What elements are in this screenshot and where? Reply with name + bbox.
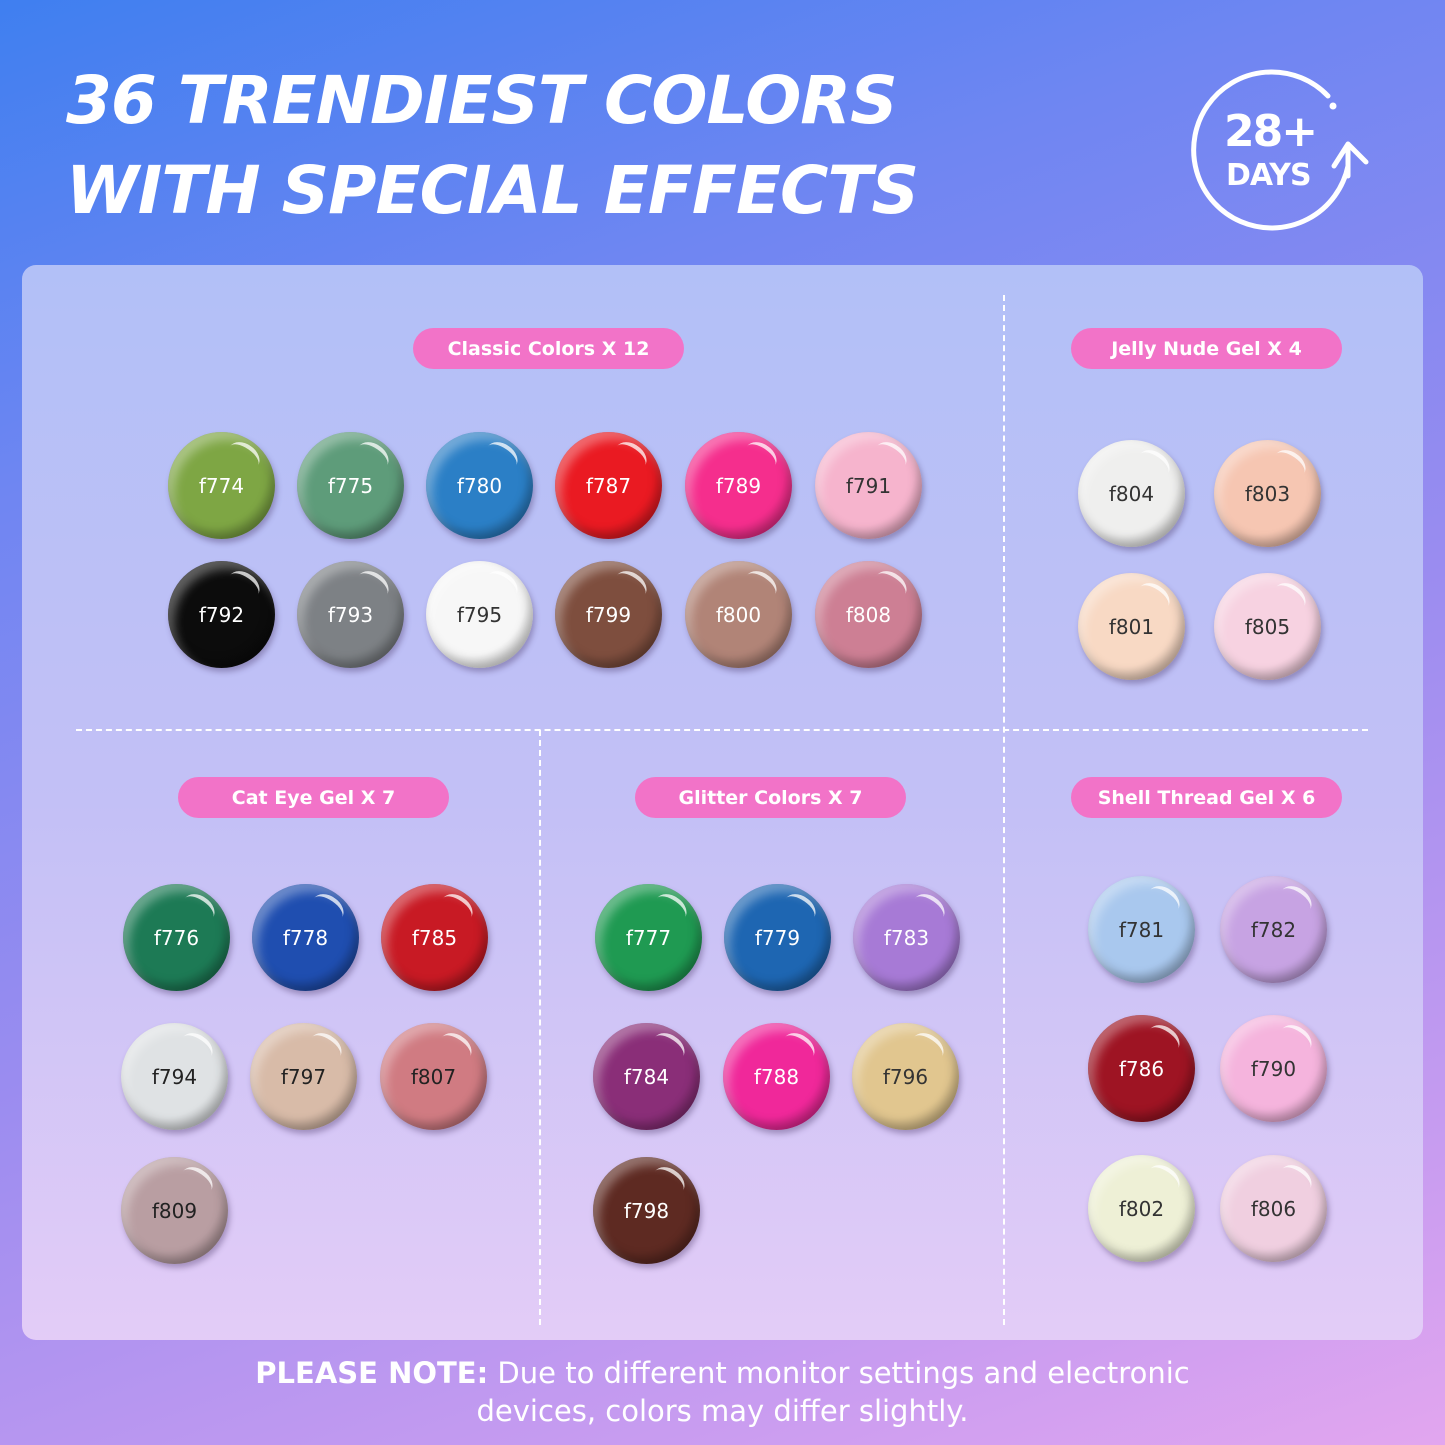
swatch-f794: f794: [121, 1023, 228, 1130]
swatch-f792: f792: [168, 561, 275, 668]
section-label-cat-eye: Cat Eye Gel X 7: [178, 777, 449, 818]
swatch-f807: f807: [380, 1023, 487, 1130]
swatch-code: f782: [1250, 917, 1297, 942]
swatch-f795: f795: [426, 561, 533, 668]
swatch-f781: f781: [1088, 876, 1195, 983]
swatch-code: f804: [1108, 481, 1155, 506]
swatch-code: f787: [585, 473, 632, 498]
swatch-code: f775: [327, 473, 374, 498]
swatch-code: f794: [151, 1064, 198, 1089]
swatch-code: f779: [754, 925, 801, 950]
swatch-f802: f802: [1088, 1155, 1195, 1262]
swatch-f788: f788: [723, 1023, 830, 1130]
swatch-code: f795: [456, 602, 503, 627]
swatch-f796: f796: [852, 1023, 959, 1130]
disclaimer-text: Due to different monitor settings and el…: [488, 1356, 1190, 1390]
swatch-f780: f780: [426, 432, 533, 539]
swatch-code: f798: [623, 1198, 670, 1223]
divider: [539, 730, 541, 1325]
swatch-code: f786: [1118, 1056, 1165, 1081]
swatch-code: f805: [1244, 614, 1291, 639]
swatch-f805: f805: [1214, 573, 1321, 680]
swatch-code: f783: [883, 925, 930, 950]
swatch-code: f784: [623, 1064, 670, 1089]
swatch-code: f792: [198, 602, 245, 627]
refresh-arrow-icon: [1191, 69, 1369, 231]
badge-unit: DAYS: [1226, 158, 1312, 193]
divider: [76, 729, 1368, 731]
swatch-f800: f800: [685, 561, 792, 668]
swatch-f778: f778: [252, 884, 359, 991]
badge-number: 28+: [1224, 106, 1318, 157]
headline-line1: 36 TRENDIEST COLORS: [66, 62, 898, 139]
swatch-f809: f809: [121, 1157, 228, 1264]
swatch-f784: f784: [593, 1023, 700, 1130]
swatch-code: f776: [153, 925, 200, 950]
swatch-f801: f801: [1078, 573, 1185, 680]
section-label-glitter: Glitter Colors X 7: [635, 777, 906, 818]
swatch-code: f796: [882, 1064, 929, 1089]
swatch-code: f808: [845, 602, 892, 627]
swatch-f785: f785: [381, 884, 488, 991]
swatch-code: f793: [327, 602, 374, 627]
swatch-code: f799: [585, 602, 632, 627]
section-label-jelly-nude: Jelly Nude Gel X 4: [1071, 328, 1342, 369]
disclaimer-label: PLEASE NOTE:: [255, 1356, 489, 1390]
swatch-code: f777: [625, 925, 672, 950]
swatch-code: f797: [280, 1064, 327, 1089]
swatch-f799: f799: [555, 561, 662, 668]
swatch-f790: f790: [1220, 1015, 1327, 1122]
disclaimer-line2: devices, colors may differ slightly.: [476, 1394, 969, 1428]
swatch-code: f801: [1108, 614, 1155, 639]
swatch-code: f809: [151, 1198, 198, 1223]
swatch-f787: f787: [555, 432, 662, 539]
swatch-f783: f783: [853, 884, 960, 991]
section-label-shell-thread: Shell Thread Gel X 6: [1071, 777, 1342, 818]
swatch-f782: f782: [1220, 876, 1327, 983]
swatch-code: f781: [1118, 917, 1165, 942]
swatch-f777: f777: [595, 884, 702, 991]
swatch-code: f778: [282, 925, 329, 950]
swatch-code: f774: [198, 473, 245, 498]
disclaimer-line1: PLEASE NOTE: Due to different monitor se…: [0, 1354, 1445, 1392]
section-label-classic: Classic Colors X 12: [413, 328, 684, 369]
swatch-f798: f798: [593, 1157, 700, 1264]
swatch-code: f803: [1244, 481, 1291, 506]
swatch-code: f800: [715, 602, 762, 627]
swatch-code: f790: [1250, 1056, 1297, 1081]
swatch-f786: f786: [1088, 1015, 1195, 1122]
divider: [1003, 295, 1005, 1325]
swatch-f779: f779: [724, 884, 831, 991]
swatch-f808: f808: [815, 561, 922, 668]
swatch-f776: f776: [123, 884, 230, 991]
swatch-f803: f803: [1214, 440, 1321, 547]
swatch-f789: f789: [685, 432, 792, 539]
swatch-f806: f806: [1220, 1155, 1327, 1262]
swatch-code: f791: [845, 473, 892, 498]
swatch-code: f785: [411, 925, 458, 950]
swatch-f797: f797: [250, 1023, 357, 1130]
swatch-f775: f775: [297, 432, 404, 539]
swatch-f793: f793: [297, 561, 404, 668]
swatch-code: f789: [715, 473, 762, 498]
swatch-code: f780: [456, 473, 503, 498]
swatch-code: f802: [1118, 1196, 1165, 1221]
days-badge: 28+ DAYS: [1188, 66, 1369, 231]
swatch-code: f788: [753, 1064, 800, 1089]
swatch-code: f806: [1250, 1196, 1297, 1221]
swatch-f774: f774: [168, 432, 275, 539]
swatch-f804: f804: [1078, 440, 1185, 547]
headline-line2: WITH SPECIAL EFFECTS: [66, 152, 919, 229]
swatch-code: f807: [410, 1064, 457, 1089]
swatch-f791: f791: [815, 432, 922, 539]
